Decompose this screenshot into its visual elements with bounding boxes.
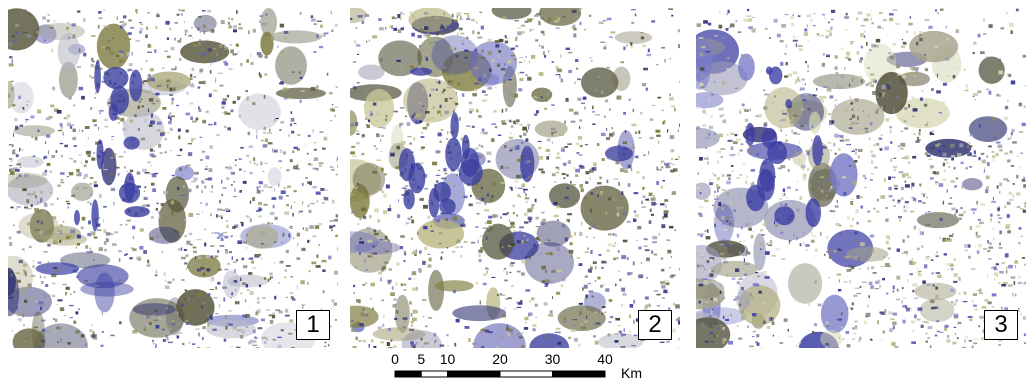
scale-tick-labels: 0 5 10 20 30 40	[391, 351, 613, 367]
panel-label-2: 2	[638, 310, 672, 340]
map-panel-3: 3	[696, 8, 1026, 348]
map-raster-2	[350, 8, 680, 348]
scale-bar-segment	[448, 371, 501, 377]
map-panel-1: 1	[8, 8, 338, 348]
panel-label-1: 1	[296, 310, 330, 340]
scale-tick-label: 5	[417, 351, 425, 367]
scale-bar: 0 5 10 20 30 40 Km	[385, 348, 645, 380]
scale-tick-label: 0	[391, 351, 399, 367]
map-panel-2: 2	[350, 8, 680, 348]
scale-bar-segment	[500, 371, 553, 377]
scale-bar-segments	[395, 371, 605, 377]
scale-bar-segment	[421, 371, 447, 377]
scale-bar-segment	[553, 371, 606, 377]
scale-tick-label: 20	[492, 351, 508, 367]
scale-unit-label: Km	[621, 365, 642, 381]
scale-tick-label: 10	[440, 351, 456, 367]
map-raster-1	[8, 8, 338, 348]
scale-tick-label: 30	[545, 351, 561, 367]
scale-tick-label: 40	[597, 351, 613, 367]
scale-bar-segment	[395, 371, 421, 377]
map-raster-3	[696, 8, 1026, 348]
panel-label-3: 3	[984, 310, 1018, 340]
